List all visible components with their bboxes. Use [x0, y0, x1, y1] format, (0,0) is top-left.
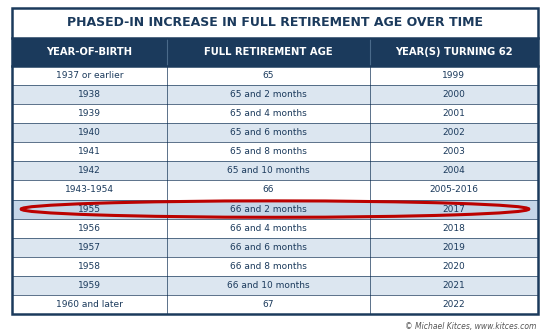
Bar	[12, 238, 538, 257]
Text: 1943-1954: 1943-1954	[65, 185, 114, 194]
Text: 2019: 2019	[442, 243, 465, 252]
Text: 1938: 1938	[78, 90, 101, 99]
Text: 2001: 2001	[442, 109, 465, 118]
Text: 1958: 1958	[78, 262, 101, 271]
Bar	[12, 66, 538, 85]
Text: 2022: 2022	[443, 300, 465, 309]
Text: FULL RETIREMENT AGE: FULL RETIREMENT AGE	[204, 47, 333, 57]
Bar	[12, 257, 538, 276]
Text: 1957: 1957	[78, 243, 101, 252]
Text: 2021: 2021	[442, 281, 465, 290]
Text: 66 and 2 months: 66 and 2 months	[230, 205, 307, 214]
Bar	[12, 161, 538, 181]
Text: 66 and 4 months: 66 and 4 months	[230, 224, 307, 233]
Text: 2004: 2004	[442, 166, 465, 176]
Bar	[12, 85, 538, 104]
Text: 1959: 1959	[78, 281, 101, 290]
Bar	[12, 276, 538, 295]
Bar	[12, 181, 538, 200]
Text: 2002: 2002	[442, 128, 465, 137]
Text: 1937 or earlier: 1937 or earlier	[56, 71, 123, 80]
Text: 65 and 2 months: 65 and 2 months	[230, 90, 307, 99]
Text: © Michael Kitces, www.kitces.com: © Michael Kitces, www.kitces.com	[405, 321, 536, 330]
Text: 65 and 6 months: 65 and 6 months	[230, 128, 307, 137]
Text: 2018: 2018	[442, 224, 465, 233]
Text: 2000: 2000	[442, 90, 465, 99]
Text: 2020: 2020	[442, 262, 465, 271]
Text: 66: 66	[263, 185, 274, 194]
Text: 65 and 10 months: 65 and 10 months	[227, 166, 310, 176]
Text: 1956: 1956	[78, 224, 101, 233]
Text: 66 and 6 months: 66 and 6 months	[230, 243, 307, 252]
Text: YEAR-OF-BIRTH: YEAR-OF-BIRTH	[47, 47, 133, 57]
Bar	[12, 142, 538, 161]
Text: 1939: 1939	[78, 109, 101, 118]
Bar	[12, 104, 538, 123]
Text: 1999: 1999	[442, 71, 465, 80]
Text: 66 and 10 months: 66 and 10 months	[227, 281, 310, 290]
Text: 65: 65	[263, 71, 274, 80]
Text: YEAR(S) TURNING 62: YEAR(S) TURNING 62	[395, 47, 513, 57]
Bar	[12, 38, 538, 66]
Text: 66 and 8 months: 66 and 8 months	[230, 262, 307, 271]
Text: 1955: 1955	[78, 205, 101, 214]
Text: 1942: 1942	[78, 166, 101, 176]
Text: 2005-2016: 2005-2016	[430, 185, 478, 194]
Text: 65 and 4 months: 65 and 4 months	[230, 109, 307, 118]
Text: 1941: 1941	[78, 148, 101, 156]
Text: 65 and 8 months: 65 and 8 months	[230, 148, 307, 156]
Text: 1940: 1940	[78, 128, 101, 137]
Bar	[12, 295, 538, 314]
Bar	[12, 200, 538, 218]
Text: 67: 67	[263, 300, 274, 309]
Text: 2003: 2003	[442, 148, 465, 156]
Text: PHASED-IN INCREASE IN FULL RETIREMENT AGE OVER TIME: PHASED-IN INCREASE IN FULL RETIREMENT AG…	[67, 16, 483, 29]
Bar	[12, 218, 538, 238]
Text: 2017: 2017	[442, 205, 465, 214]
Bar	[12, 123, 538, 142]
Text: 1960 and later: 1960 and later	[56, 300, 123, 309]
